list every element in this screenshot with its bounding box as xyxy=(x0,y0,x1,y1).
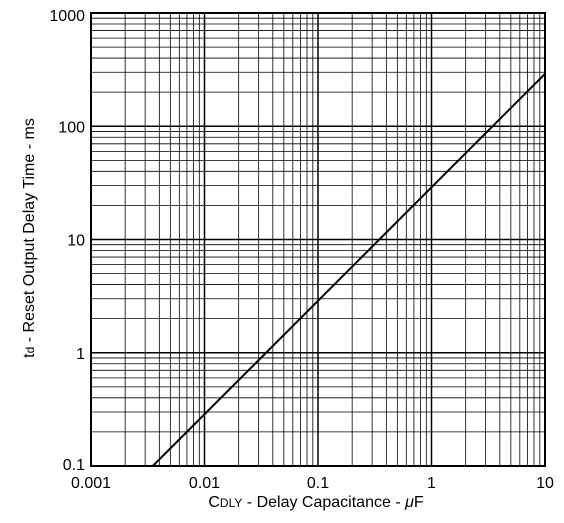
x-tick-label: 1 xyxy=(427,475,436,492)
x-tick-label: 0.1 xyxy=(307,475,329,492)
x-axis-title-subscript: DLY xyxy=(220,496,242,510)
series-layer xyxy=(152,73,546,467)
y-axis-title-prefix: t xyxy=(21,353,38,358)
x-axis-title-unit: F xyxy=(414,494,424,511)
y-tick-label: 100 xyxy=(58,119,85,136)
y-tick-label: 0.1 xyxy=(63,457,85,474)
series-line-0 xyxy=(152,73,546,467)
y-tick-labels: 0.1 1 10 100 1000 xyxy=(49,8,85,474)
x-axis-title: CDLY - Delay Capacitance - μF xyxy=(208,494,424,511)
x-axis-title-prefix: C xyxy=(208,494,220,511)
y-tick-label: 1 xyxy=(76,346,85,363)
x-tick-labels: 0.001 0.01 0.1 1 10 xyxy=(71,475,554,492)
y-axis-title: td - Reset Output Delay Time - ms xyxy=(21,118,38,358)
y-tick-label: 1000 xyxy=(49,8,85,25)
y-axis-title-subscript: d xyxy=(23,347,37,354)
y-tick-label: 10 xyxy=(67,233,85,250)
x-tick-label: 0.01 xyxy=(189,475,220,492)
plot-frame xyxy=(90,12,546,467)
x-tick-label: 10 xyxy=(536,475,554,492)
x-tick-label: 0.001 xyxy=(71,475,111,492)
x-axis-title-text: - Delay Capacitance - xyxy=(242,494,405,511)
x-axis-title-mu: μ xyxy=(404,494,414,511)
y-axis-title-text: - Reset Output Delay Time - ms xyxy=(21,118,38,347)
